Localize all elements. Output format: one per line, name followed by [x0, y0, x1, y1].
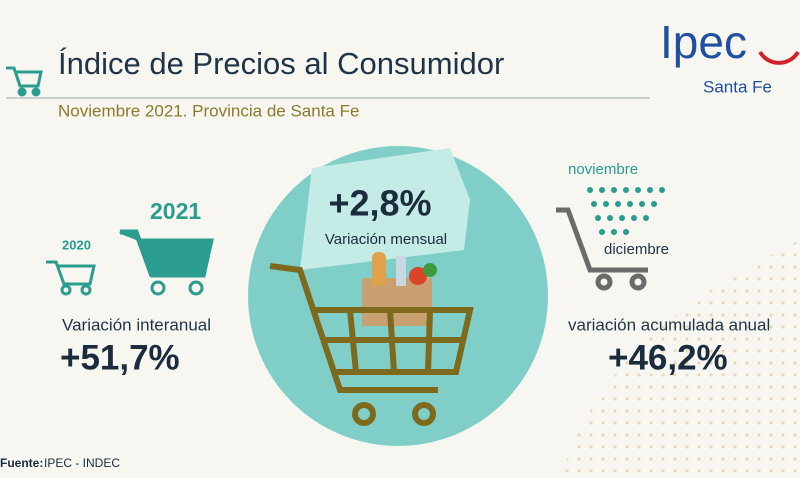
main-cart	[269, 263, 474, 426]
dot-cart-fill	[587, 187, 665, 235]
to-month: diciembre	[604, 241, 669, 258]
logo-swoosh	[758, 50, 800, 65]
from-month: noviembre	[568, 161, 638, 178]
footer-source: IPEC - INDEC	[44, 456, 120, 470]
dot-pattern	[560, 240, 800, 478]
interannual-value: +51,7%	[60, 338, 180, 377]
year-small: 2020	[62, 237, 91, 252]
year-big: 2021	[150, 198, 201, 224]
groceries	[362, 252, 437, 326]
cumulative-value: +46,2%	[608, 338, 728, 377]
subtitle: Noviembre 2021. Provincia de Santa Fe	[58, 101, 359, 120]
logo-place: Santa Fe	[703, 77, 772, 96]
header-cart-icon	[6, 66, 43, 97]
cart-2021	[119, 229, 214, 296]
grey-cart	[556, 207, 648, 291]
monthly-label: Variación mensual	[325, 231, 447, 248]
monthly-value: +2,8%	[328, 183, 431, 224]
footer-label: Fuente:	[0, 456, 43, 470]
callout	[300, 148, 470, 270]
interannual-label: Variación interanual	[62, 315, 211, 334]
cart-2020	[46, 260, 96, 296]
cumulative-label: variación acumulada anual	[568, 315, 770, 334]
logo-name: Ipec	[660, 16, 747, 68]
title: Índice de Precios al Consumidor	[58, 46, 504, 81]
